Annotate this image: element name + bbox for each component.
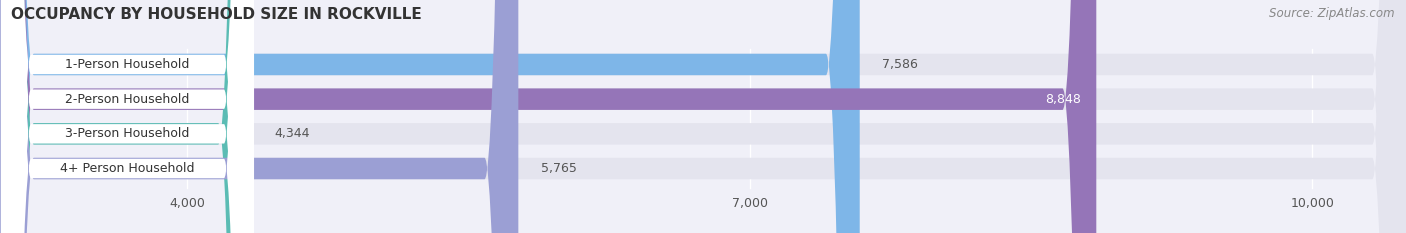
FancyBboxPatch shape [1,0,254,233]
Text: 5,765: 5,765 [541,162,576,175]
FancyBboxPatch shape [0,0,252,233]
FancyBboxPatch shape [0,0,859,233]
FancyBboxPatch shape [1,0,254,233]
Text: 4,344: 4,344 [274,127,309,140]
Text: 2-Person Household: 2-Person Household [65,93,190,106]
Text: 1-Person Household: 1-Person Household [65,58,190,71]
Text: 3-Person Household: 3-Person Household [65,127,190,140]
FancyBboxPatch shape [0,0,1097,233]
Text: 7,586: 7,586 [882,58,918,71]
FancyBboxPatch shape [1,0,254,233]
Text: OCCUPANCY BY HOUSEHOLD SIZE IN ROCKVILLE: OCCUPANCY BY HOUSEHOLD SIZE IN ROCKVILLE [11,7,422,22]
Text: 4+ Person Household: 4+ Person Household [60,162,194,175]
Text: Source: ZipAtlas.com: Source: ZipAtlas.com [1270,7,1395,20]
FancyBboxPatch shape [0,0,519,233]
FancyBboxPatch shape [1,0,254,233]
Text: 8,848: 8,848 [1046,93,1081,106]
